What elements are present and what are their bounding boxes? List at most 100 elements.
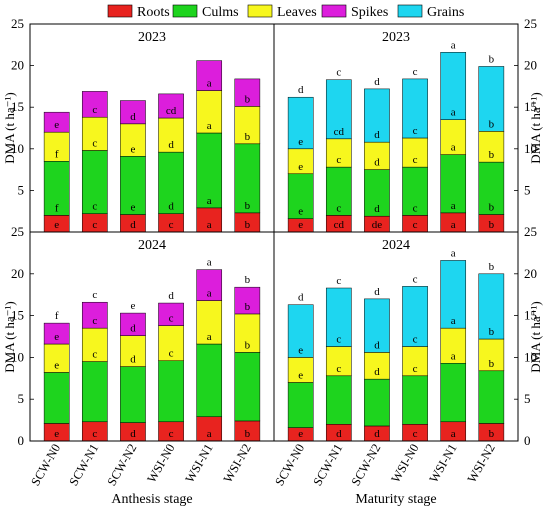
bar-leaves-3-0 [287,357,314,383]
sig-letter-leaves-2-5: b [245,339,251,351]
bar-spikes-2-5 [234,286,261,315]
sig-letter-top-1-2: d [374,76,380,88]
legend-label-culms: Culms [202,5,239,20]
sig-letter-grains-1-2: d [374,129,380,141]
legend-swatch-spikes [321,4,347,18]
sig-letter-top-1-5: b [489,53,495,65]
sig-letter-roots-2-1: c [92,428,97,440]
ytick-label-right-1-0: 0 [524,433,531,448]
bar-grains-3-5 [478,273,505,340]
sig-letter-spikes-2-3: c [169,313,174,325]
bar-culms-3-2 [364,378,390,427]
sig-letter-leaves-0-0: f [55,148,59,160]
sig-letter-grains-3-2: d [374,339,380,351]
xtick-label-1-2: SCW-N2 [348,442,383,489]
xtick-label-0-1: SCW-N1 [66,442,101,489]
legend-swatch-grains [397,4,423,18]
bar-grains-3-2 [364,298,390,353]
sig-letter-top-1-0: d [298,84,304,96]
sig-letter-spikes-0-1: c [92,104,97,116]
bar-spikes-2-2 [120,312,146,336]
sig-letter-leaves-1-2: d [374,157,380,169]
sig-letter-leaves-0-2: e [130,143,135,155]
sig-letter-leaves-3-1: c [336,363,341,375]
sig-letter-leaves-0-4: a [207,120,212,132]
x-axis-title-maturity: Maturity stage [355,492,436,507]
panel-year-3: 2024 [382,238,410,253]
bar-spikes-0-0 [43,111,70,133]
sig-letter-roots-2-4: a [207,428,212,440]
sig-letter-spikes-0-3: cd [166,105,177,117]
sig-letter-roots-0-4: a [207,219,212,231]
bar-spikes-2-1 [81,301,108,329]
sig-letter-spikes-0-4: a [207,78,212,90]
ytick-label-left-1-25: 25 [11,224,24,239]
sig-letter-spikes-2-1: c [92,315,97,327]
bar-leaves-1-1 [325,138,352,168]
sig-letter-roots-0-1: c [92,219,97,231]
sig-letter-top-2-0: f [55,310,59,322]
bar-roots-0-4 [196,207,223,233]
sig-letter-leaves-3-5: b [489,358,495,370]
sig-letter-culms-1-0: e [298,206,303,218]
bar-leaves-1-0 [287,148,314,175]
bar-grains-1-4 [440,52,467,120]
bar-leaves-3-2 [364,352,390,380]
bar-culms-2-3 [158,360,184,423]
ytick-label-right-1-20: 20 [524,266,537,281]
bar-culms-2-5 [234,352,261,422]
sig-letter-roots-3-4: a [451,428,456,440]
sig-letter-roots-1-4: a [451,219,456,231]
sig-letter-culms-1-5: b [489,202,495,214]
sig-letter-leaves-1-4: a [451,142,456,154]
bar-leaves-2-2 [120,335,146,367]
xtick-label-0-5: WSI-N2 [221,442,254,486]
bar-leaves-3-3 [402,346,428,377]
bar-spikes-0-3 [158,93,184,119]
bar-culms-0-2 [120,156,146,215]
sig-letter-grains-1-1: cd [334,126,345,138]
xtick-label-0-3: WSI-N0 [144,442,177,486]
sig-letter-top-2-1: c [92,289,97,301]
sig-letter-top-3-3: c [413,273,418,285]
legend-label-leaves: Leaves [277,5,317,20]
sig-letter-leaves-2-2: d [130,354,136,366]
sig-letter-culms-1-4: a [451,200,456,212]
y-axis-title-left-1: DMA (t ha⁻¹) [2,301,17,372]
bar-grains-3-3 [402,286,428,347]
sig-letter-culms-0-4: a [207,195,212,207]
sig-letter-roots-3-0: e [298,428,303,440]
sig-letter-culms-0-5: b [245,200,251,212]
sig-letter-roots-2-3: c [169,428,174,440]
sig-letter-leaves-1-5: b [489,149,495,161]
bar-culms-0-0 [43,161,70,216]
bar-leaves-0-5 [234,106,261,145]
sig-letter-top-2-5: b [245,274,251,286]
sig-letter-grains-1-5: b [489,118,495,130]
sig-letter-roots-1-5: b [489,219,495,231]
sig-letter-culms-0-2: e [130,202,135,214]
bar-grains-3-4 [440,260,467,329]
xtick-label-0-4: WSI-N1 [182,442,215,486]
bar-leaves-3-1 [325,346,352,377]
xtick-label-1-5: WSI-N2 [465,442,498,486]
bar-grains-3-1 [325,287,352,347]
ytick-label-left-0-25: 25 [11,16,24,31]
xtick-label-1-3: WSI-N0 [388,442,421,486]
sig-letter-spikes-0-5: b [245,93,251,105]
sig-letter-spikes-2-5: b [245,301,251,313]
bar-culms-1-2 [364,169,390,217]
bar-culms-3-4 [440,363,467,423]
sig-letter-leaves-3-2: d [374,366,380,378]
sig-letter-top-1-3: c [413,66,418,78]
bar-spikes-0-1 [81,91,108,118]
sig-letter-culms-0-3: d [168,201,174,213]
ytick-label-right-1-25: 25 [524,224,537,239]
ytick-label-left-0-10: 10 [11,141,24,156]
sig-letter-roots-2-5: b [245,428,251,440]
sig-letter-culms-1-3: c [413,202,418,214]
ytick-label-right-1-15: 15 [524,308,537,323]
bar-leaves-0-4 [196,90,223,134]
sig-letter-grains-1-3: c [413,125,418,137]
ytick-label-left-1-10: 10 [11,349,24,364]
